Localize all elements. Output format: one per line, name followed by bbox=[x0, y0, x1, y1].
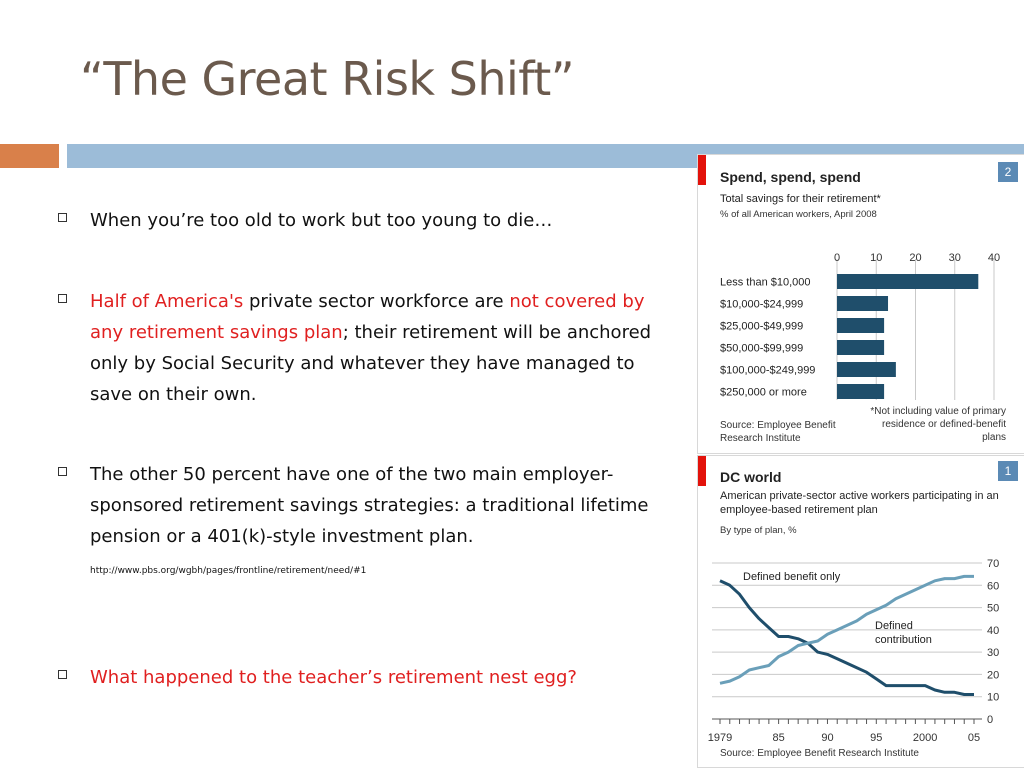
dc-chart-panel: DC world 1 American private-sector activ… bbox=[697, 455, 1024, 768]
defined-benefit-label: Defined benefit only bbox=[743, 571, 841, 583]
bullet-3: The other 50 percent have one of the two… bbox=[58, 459, 668, 587]
spend-category-label: $25,000-$49,999 bbox=[720, 321, 803, 333]
spend-bar bbox=[837, 384, 885, 399]
dc-chart-subtitle-2: By type of plan, % bbox=[720, 525, 797, 536]
source-url-link[interactable]: http://www.pbs.org/wgbh/pages/frontline/… bbox=[90, 566, 367, 576]
defined-contribution-label: Defined bbox=[875, 620, 913, 632]
dc-x-tick-label: 85 bbox=[772, 732, 784, 744]
spend-category-label: $100,000-$249,999 bbox=[720, 365, 815, 377]
spend-bar bbox=[837, 296, 889, 311]
bullet-square-icon bbox=[58, 213, 67, 222]
red-tab-marker bbox=[698, 155, 706, 185]
bullet-square-icon bbox=[58, 467, 67, 476]
dc-x-tick-label: 1979 bbox=[708, 732, 732, 744]
spend-x-tick-label: 0 bbox=[834, 252, 840, 264]
dc-x-tick-label: 05 bbox=[968, 732, 980, 744]
dc-y-tick-label: 20 bbox=[987, 669, 999, 681]
spend-chart-footnote: *Not including value of primary residenc… bbox=[870, 406, 1006, 443]
spend-chart-title: Spend, spend, spend bbox=[720, 169, 861, 185]
spend-bar bbox=[837, 340, 885, 355]
dc-y-tick-label: 70 bbox=[987, 558, 999, 570]
dc-y-tick-label: 10 bbox=[987, 692, 999, 704]
spend-chart-subtitle-2: % of all American workers, April 2008 bbox=[720, 209, 877, 220]
bullet-4-text: What happened to the teacher’s retiremen… bbox=[90, 667, 577, 688]
spend-category-label: $250,000 or more bbox=[720, 387, 807, 399]
dc-x-tick-label: 90 bbox=[821, 732, 833, 744]
slide-title: “The Great Risk Shift” bbox=[80, 52, 575, 106]
spend-category-label: $50,000-$99,999 bbox=[720, 343, 803, 355]
dc-chart-svg: 0 10 20 30 40 50 60 70 1979 85 90 95 2000 05 Defined b… bbox=[708, 558, 999, 744]
chart-number-badge: 1 bbox=[998, 461, 1018, 481]
spend-bar bbox=[837, 318, 885, 333]
defined-contribution-label: contribution bbox=[875, 634, 932, 646]
defined-benefit-line bbox=[719, 579, 974, 696]
accent-bar-orange bbox=[0, 144, 59, 168]
spend-x-tick-label: 40 bbox=[988, 252, 1000, 264]
dc-chart-subtitle: American private-sector active workers p… bbox=[720, 490, 999, 516]
dc-y-tick-label: 40 bbox=[987, 625, 999, 637]
bullet-2: Half of America's private sector workfor… bbox=[58, 286, 668, 410]
bullet-3-text: The other 50 percent have one of the two… bbox=[90, 464, 649, 547]
dc-y-tick-label: 50 bbox=[987, 603, 999, 615]
defined-contribution-line bbox=[719, 574, 974, 685]
bullet-4: What happened to the teacher’s retiremen… bbox=[58, 662, 668, 693]
dc-y-tick-label: 30 bbox=[987, 647, 999, 659]
dc-y-tick-label: 60 bbox=[987, 580, 999, 592]
spend-chart-panel: Spend, spend, spend 2 Total savings for … bbox=[697, 154, 1024, 454]
dc-chart-title: DC world bbox=[720, 469, 782, 485]
spend-category-label: $10,000-$24,999 bbox=[720, 299, 803, 311]
bullet-square-icon bbox=[58, 670, 67, 679]
chart-number-badge: 2 bbox=[998, 162, 1018, 182]
dc-x-tick-label: 95 bbox=[870, 732, 882, 744]
bullet-1: When you’re too old to work but too youn… bbox=[58, 205, 668, 236]
bullet-1-text: When you’re too old to work but too youn… bbox=[90, 210, 553, 231]
spend-category-label: Less than $10,000 bbox=[720, 277, 811, 289]
bullet-2-text-2: ; their retirement will be anchored only… bbox=[90, 322, 652, 405]
bullet-square-icon bbox=[58, 294, 67, 303]
dc-x-tick-label: 2000 bbox=[913, 732, 937, 744]
spend-bar bbox=[837, 274, 979, 289]
red-tab-marker bbox=[698, 456, 706, 486]
dc-y-tick-label: 0 bbox=[987, 714, 993, 726]
spend-x-tick-label: 30 bbox=[949, 252, 961, 264]
bullet-2-highlight-2: not covered by any retirement savings pl… bbox=[90, 291, 645, 343]
bullet-2-text-1: private sector workforce are bbox=[243, 291, 510, 312]
spend-x-tick-label: 10 bbox=[870, 252, 882, 264]
spend-bar bbox=[837, 362, 896, 377]
bullet-2-highlight-1: Half of America's bbox=[90, 291, 244, 312]
dc-chart-source: Source: Employee Benefit Research Instit… bbox=[720, 748, 919, 759]
spend-chart-source: Source: Employee Benefit Research Instit… bbox=[720, 420, 836, 444]
spend-chart-subtitle: Total savings for their retirement* bbox=[720, 193, 881, 205]
spend-chart-svg: 0 10 20 30 40 Less than $10,000 $10,000-$24,99… bbox=[720, 252, 1000, 400]
spend-x-tick-label: 20 bbox=[909, 252, 921, 264]
